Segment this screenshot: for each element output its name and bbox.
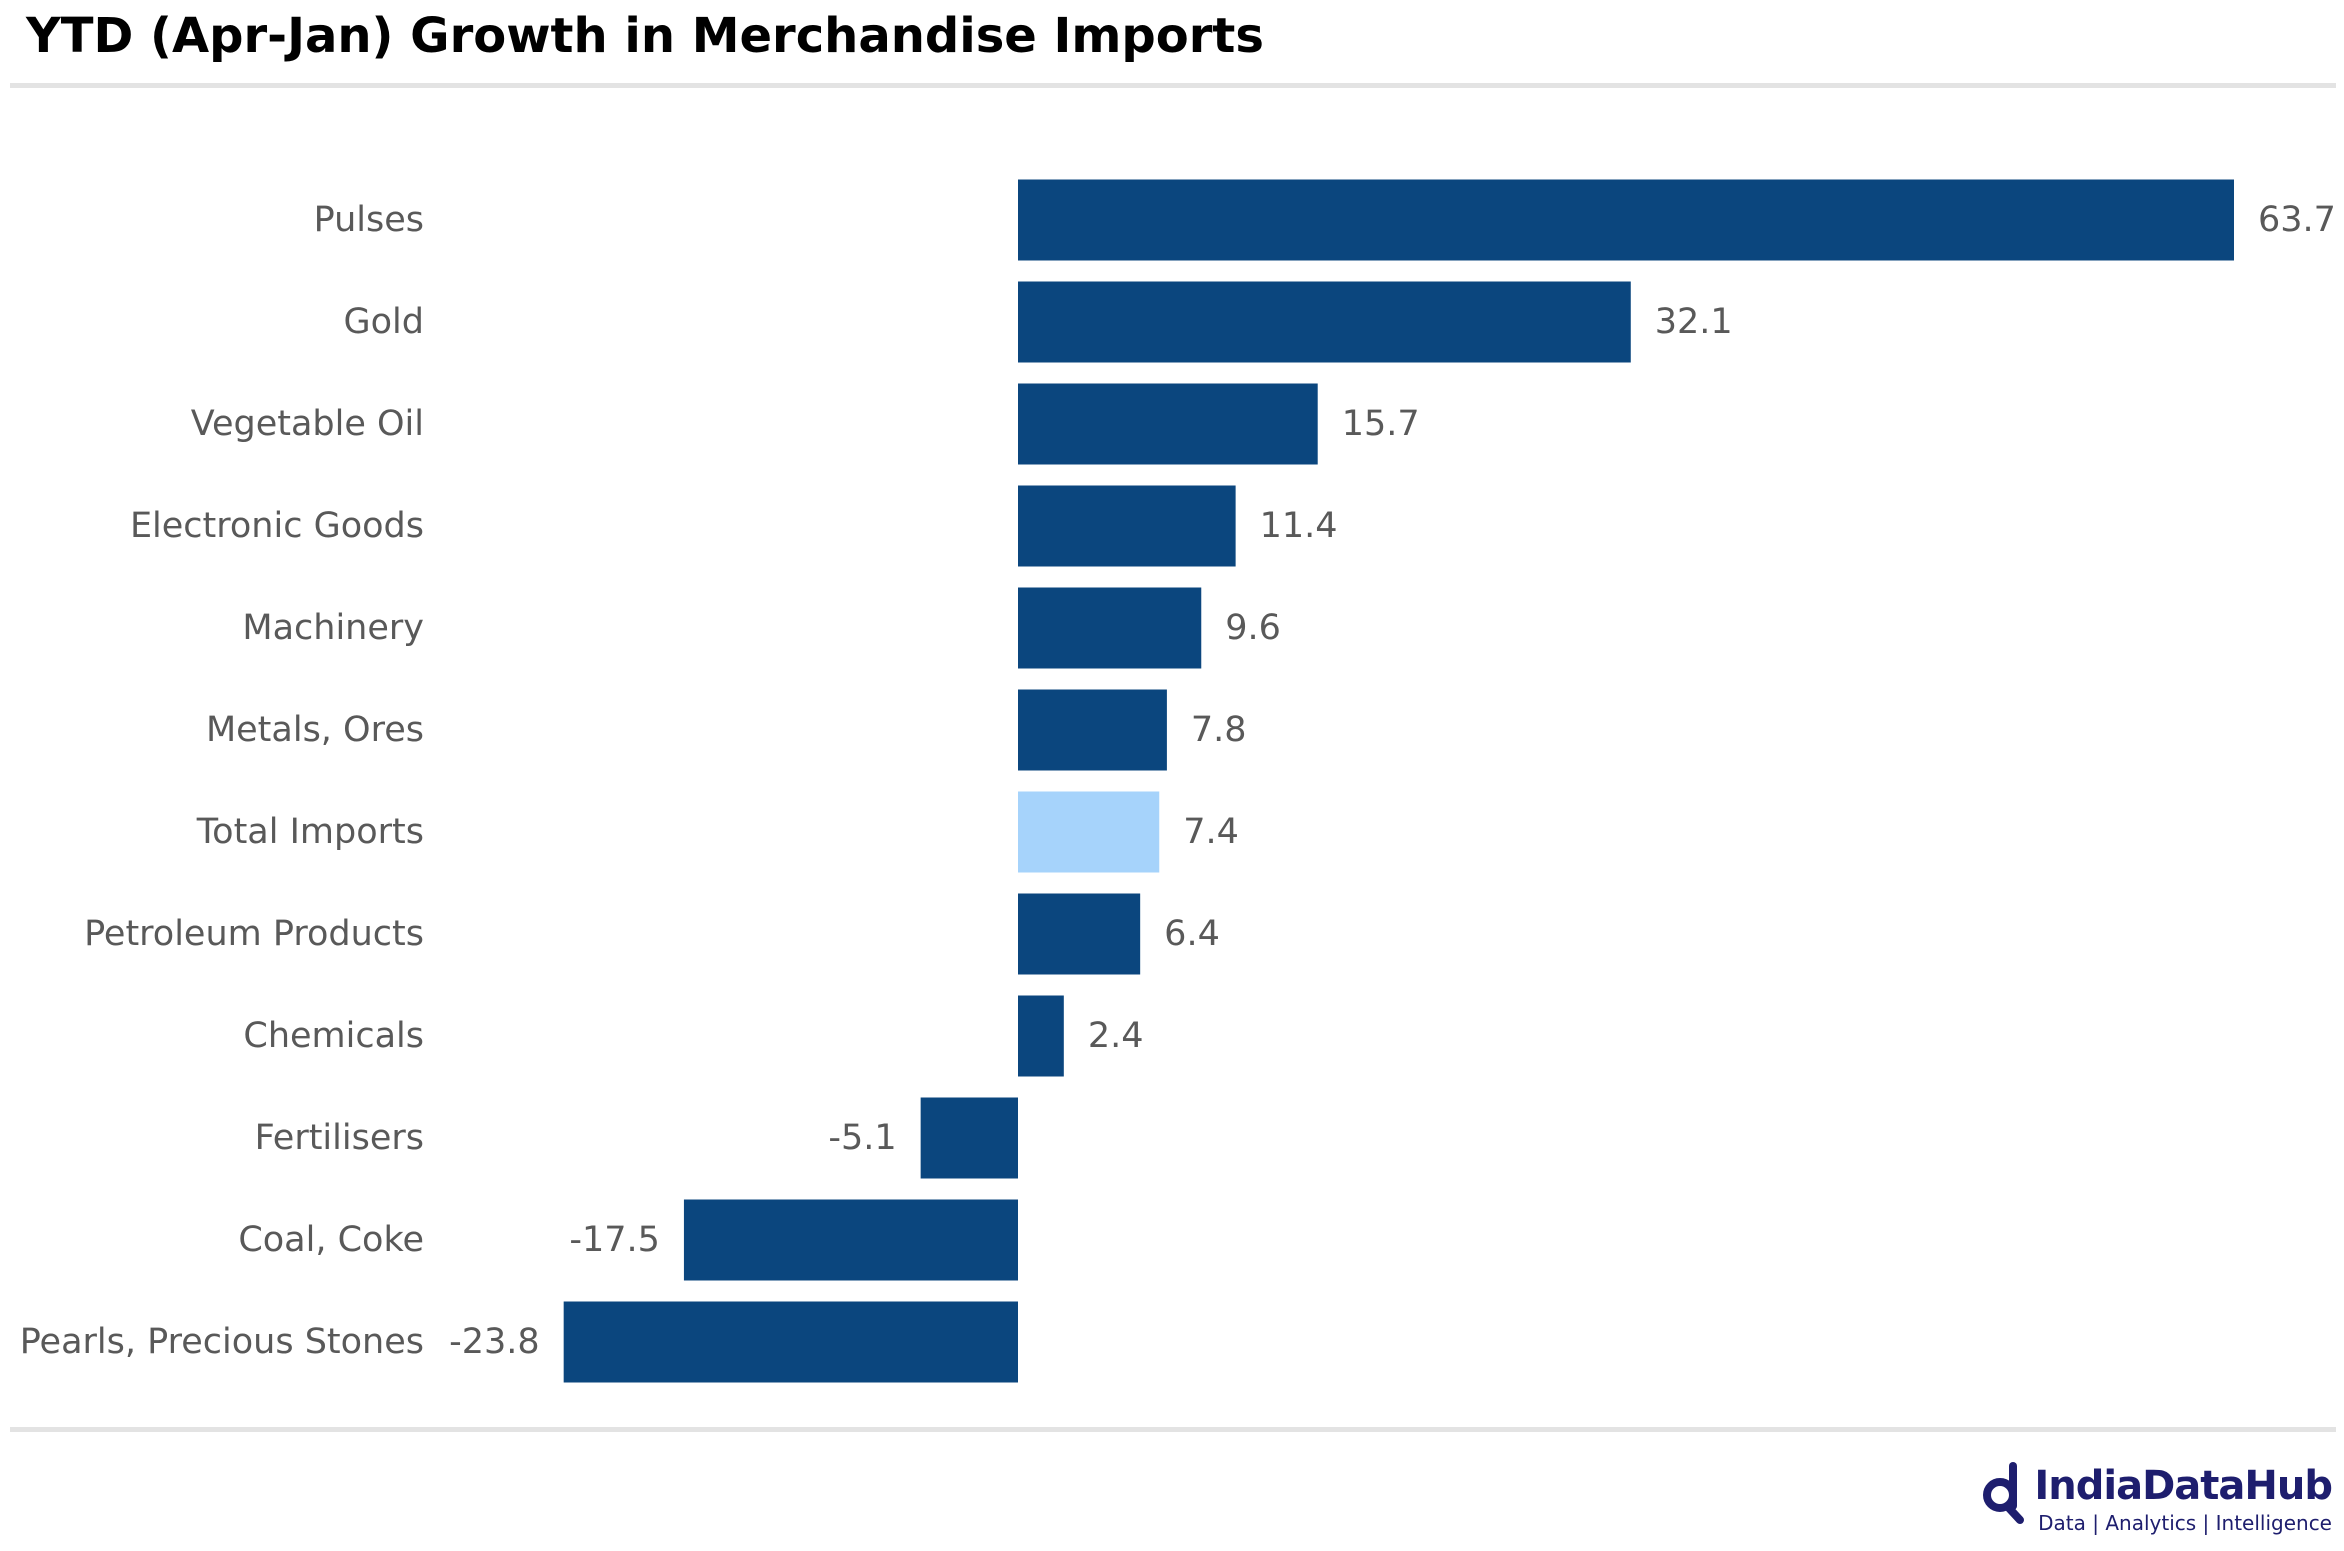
- value-label: 7.4: [1183, 812, 1239, 852]
- brand-tagline: Data | Analytics | Intelligence: [2038, 1511, 2332, 1535]
- bar: [1018, 689, 1167, 771]
- value-label: 2.4: [1088, 1016, 1144, 1056]
- category-label: Pulses: [314, 200, 424, 240]
- value-label: 9.6: [1225, 608, 1281, 648]
- bar: [1018, 995, 1064, 1077]
- category-label: Total Imports: [196, 812, 424, 852]
- value-label: 11.4: [1260, 506, 1338, 546]
- value-label: -23.8: [449, 1322, 540, 1362]
- category-label: Machinery: [242, 608, 424, 648]
- value-label: 63.7: [2258, 200, 2336, 240]
- category-label: Coal, Coke: [238, 1220, 424, 1260]
- brand-logo: IndiaDataHub Data | Analytics | Intellig…: [1980, 1462, 2333, 1536]
- category-label: Electronic Goods: [130, 506, 424, 546]
- category-label: Petroleum Products: [84, 914, 424, 954]
- category-label: Metals, Ores: [206, 710, 424, 750]
- value-label: -17.5: [569, 1220, 660, 1260]
- bar: [1018, 485, 1236, 567]
- bar: [1018, 893, 1141, 975]
- category-label: Gold: [344, 302, 424, 342]
- bar: [1018, 179, 2234, 261]
- bar: [1018, 383, 1318, 465]
- bar: [920, 1097, 1018, 1179]
- value-label: 6.4: [1164, 914, 1220, 954]
- top-divider: [10, 83, 2336, 88]
- chart-title: YTD (Apr-Jan) Growth in Merchandise Impo…: [26, 8, 1264, 64]
- magnifier-d-icon: [1983, 1462, 2025, 1524]
- value-label: -5.1: [828, 1118, 896, 1158]
- category-label: Chemicals: [243, 1016, 424, 1056]
- brand-name: IndiaDataHub: [2034, 1463, 2333, 1509]
- value-label: 32.1: [1655, 302, 1733, 342]
- category-label: Vegetable Oil: [191, 404, 424, 444]
- bar: [683, 1199, 1018, 1281]
- bottom-divider: [10, 1427, 2336, 1432]
- bar: [563, 1301, 1018, 1383]
- bar: [1018, 791, 1160, 873]
- value-label: 15.7: [1342, 404, 1420, 444]
- bar: [1018, 281, 1631, 363]
- category-label: Pearls, Precious Stones: [20, 1322, 424, 1362]
- bar: [1018, 587, 1202, 669]
- value-label: 7.8: [1191, 710, 1247, 750]
- category-label: Fertilisers: [255, 1118, 424, 1158]
